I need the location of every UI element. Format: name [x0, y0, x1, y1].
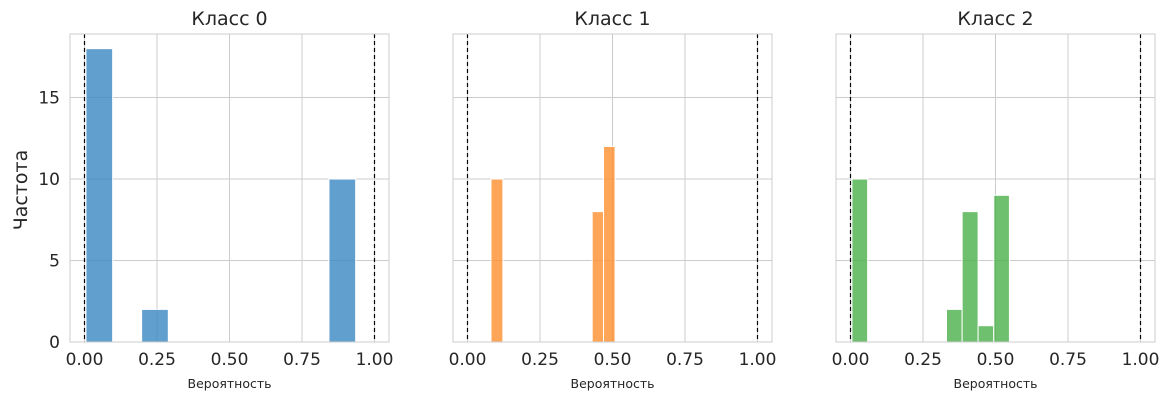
x-axis-label: Вероятность	[188, 376, 272, 391]
x-tick-label: 0.75	[1049, 350, 1087, 370]
x-tick-label: 0.50	[211, 350, 249, 370]
x-tick-label: 0.50	[977, 350, 1015, 370]
x-tick-label: 0.50	[594, 350, 632, 370]
figure-y-axis-label: Частота	[10, 150, 32, 231]
x-tick-label: 0.25	[904, 350, 942, 370]
histogram-bar	[851, 178, 869, 343]
histogram-bar	[490, 178, 504, 343]
x-tick-label: 0.25	[138, 350, 176, 370]
x-tick-label: 1.00	[356, 350, 394, 370]
histogram-panel-2: Класс 2 0.00 0.25 0.50 0.75 1.00 Вероятность	[832, 8, 1160, 391]
x-tick-label: 0.00	[66, 350, 104, 370]
x-tick-label: 0.00	[832, 350, 870, 370]
chart-title: Класс 2	[957, 8, 1033, 30]
axes-frame	[835, 33, 1156, 343]
histogram-bar	[603, 145, 616, 343]
x-axis-label: Вероятность	[954, 376, 1038, 391]
x-tick-label: 1.00	[1122, 350, 1160, 370]
y-tick-label: 15	[38, 89, 60, 109]
x-tick-label: 0.25	[521, 350, 559, 370]
x-axis-label: Вероятность	[571, 376, 655, 391]
histogram-bar	[993, 194, 1010, 343]
axes-frame	[69, 33, 390, 343]
x-tick-label: 0.75	[283, 350, 321, 370]
y-tick-label: 0	[49, 333, 60, 353]
histogram-panel-0: Класс 0 0.00 0.25 0.50 0.75 1.00 Вероятность 0 5…	[38, 8, 393, 391]
x-tick-label: 1.00	[739, 350, 777, 370]
histogram-bar	[141, 308, 169, 343]
chart-title: Класс 1	[574, 8, 650, 30]
y-tick-label: 10	[38, 170, 60, 190]
histogram-bar	[961, 211, 979, 343]
histogram-bar	[85, 48, 114, 343]
histogram-bar	[328, 178, 357, 343]
histogram-panel-1: Класс 1 0.00 0.25 0.50 0.75 1.00 Вероятность	[449, 8, 777, 391]
histogram-bar	[945, 308, 963, 343]
histogram-bar	[591, 211, 605, 343]
x-tick-label: 0.00	[449, 350, 487, 370]
chart-title: Класс 0	[191, 8, 267, 30]
axes-frame	[452, 33, 773, 343]
y-tick-label: 5	[49, 252, 60, 272]
x-tick-label: 0.75	[666, 350, 704, 370]
histogram-bar	[977, 325, 995, 343]
